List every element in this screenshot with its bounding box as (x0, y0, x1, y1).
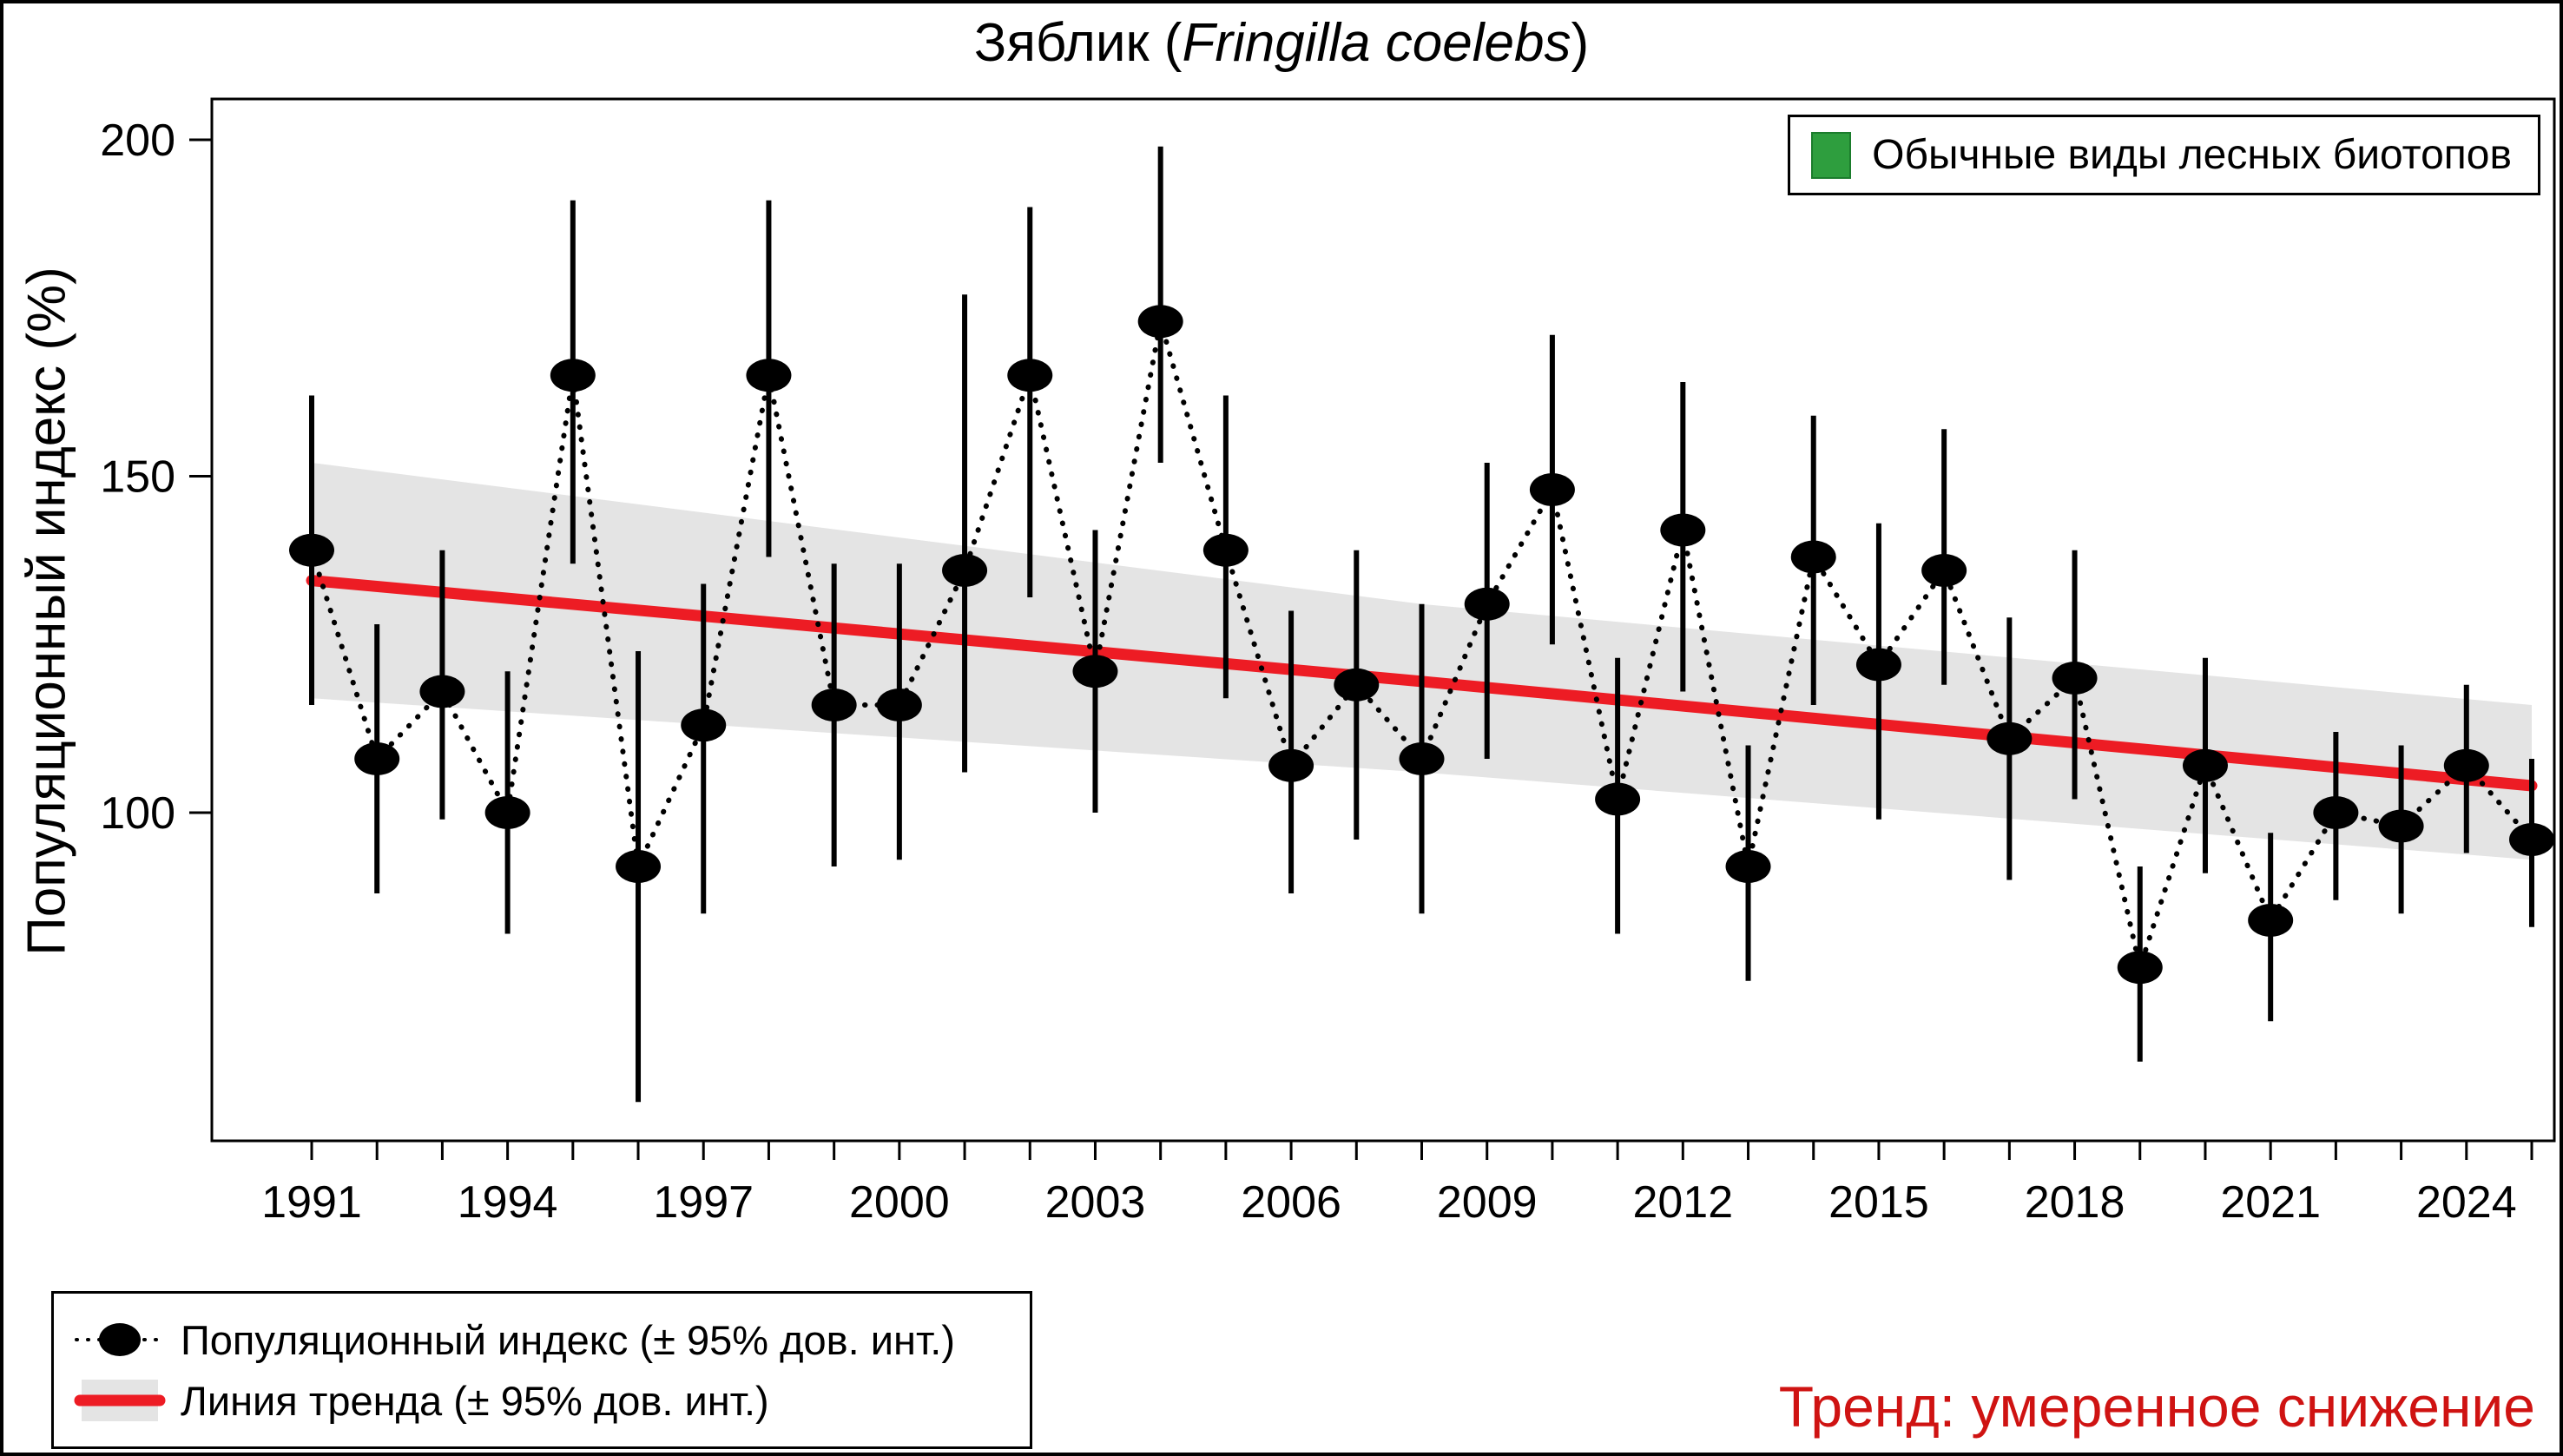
svg-text:2015: 2015 (1828, 1177, 1929, 1228)
svg-text:1994: 1994 (458, 1177, 558, 1228)
habitat-legend-label: Обычные виды лесных биотопов (1872, 132, 2512, 178)
svg-text:1991: 1991 (261, 1177, 362, 1228)
habitat-swatch-icon (1811, 131, 1852, 179)
page-title: Зяблик (Fringilla coelebs) (3, 12, 2560, 74)
title-suffix: ) (1571, 13, 1590, 73)
trend-line-icon (74, 1380, 166, 1421)
svg-text:2003: 2003 (1045, 1177, 1146, 1228)
svg-text:200: 200 (100, 115, 175, 166)
svg-text:1997: 1997 (653, 1177, 754, 1228)
svg-text:2012: 2012 (1632, 1177, 1733, 1228)
legend-row-index: Популяционный индекс (± 95% дов. инт.) (71, 1309, 1012, 1370)
series-legend: Популяционный индекс (± 95% дов. инт.) Л… (51, 1291, 1032, 1449)
svg-text:2024: 2024 (2416, 1177, 2517, 1228)
legend-index-label: Популяционный индекс (± 95% дов. инт.) (181, 1316, 955, 1363)
legend-row-trend: Линия тренда (± 95% дов. инт.) (71, 1370, 1012, 1431)
legend-trend-label: Линия тренда (± 95% дов. инт.) (181, 1377, 769, 1424)
svg-text:2021: 2021 (2220, 1177, 2321, 1228)
trend-status-text: Тренд: умеренное снижение (1778, 1374, 2535, 1439)
title-species: Fringilla coelebs (1182, 13, 1571, 73)
svg-text:2000: 2000 (849, 1177, 950, 1228)
svg-text:2009: 2009 (1437, 1177, 1538, 1228)
svg-text:150: 150 (100, 452, 175, 503)
svg-text:2006: 2006 (1241, 1177, 1341, 1228)
svg-text:100: 100 (100, 788, 175, 839)
title-prefix: Зяблик ( (973, 13, 1183, 73)
svg-text:2018: 2018 (2025, 1177, 2125, 1228)
population-index-chart: 100 150 200 1991 1994 1997 2000 2003 2006 2009 201… (100, 97, 2556, 1228)
habitat-legend: Обычные виды лесных биотопов (1788, 115, 2540, 195)
point-series-icon (75, 1323, 165, 1356)
